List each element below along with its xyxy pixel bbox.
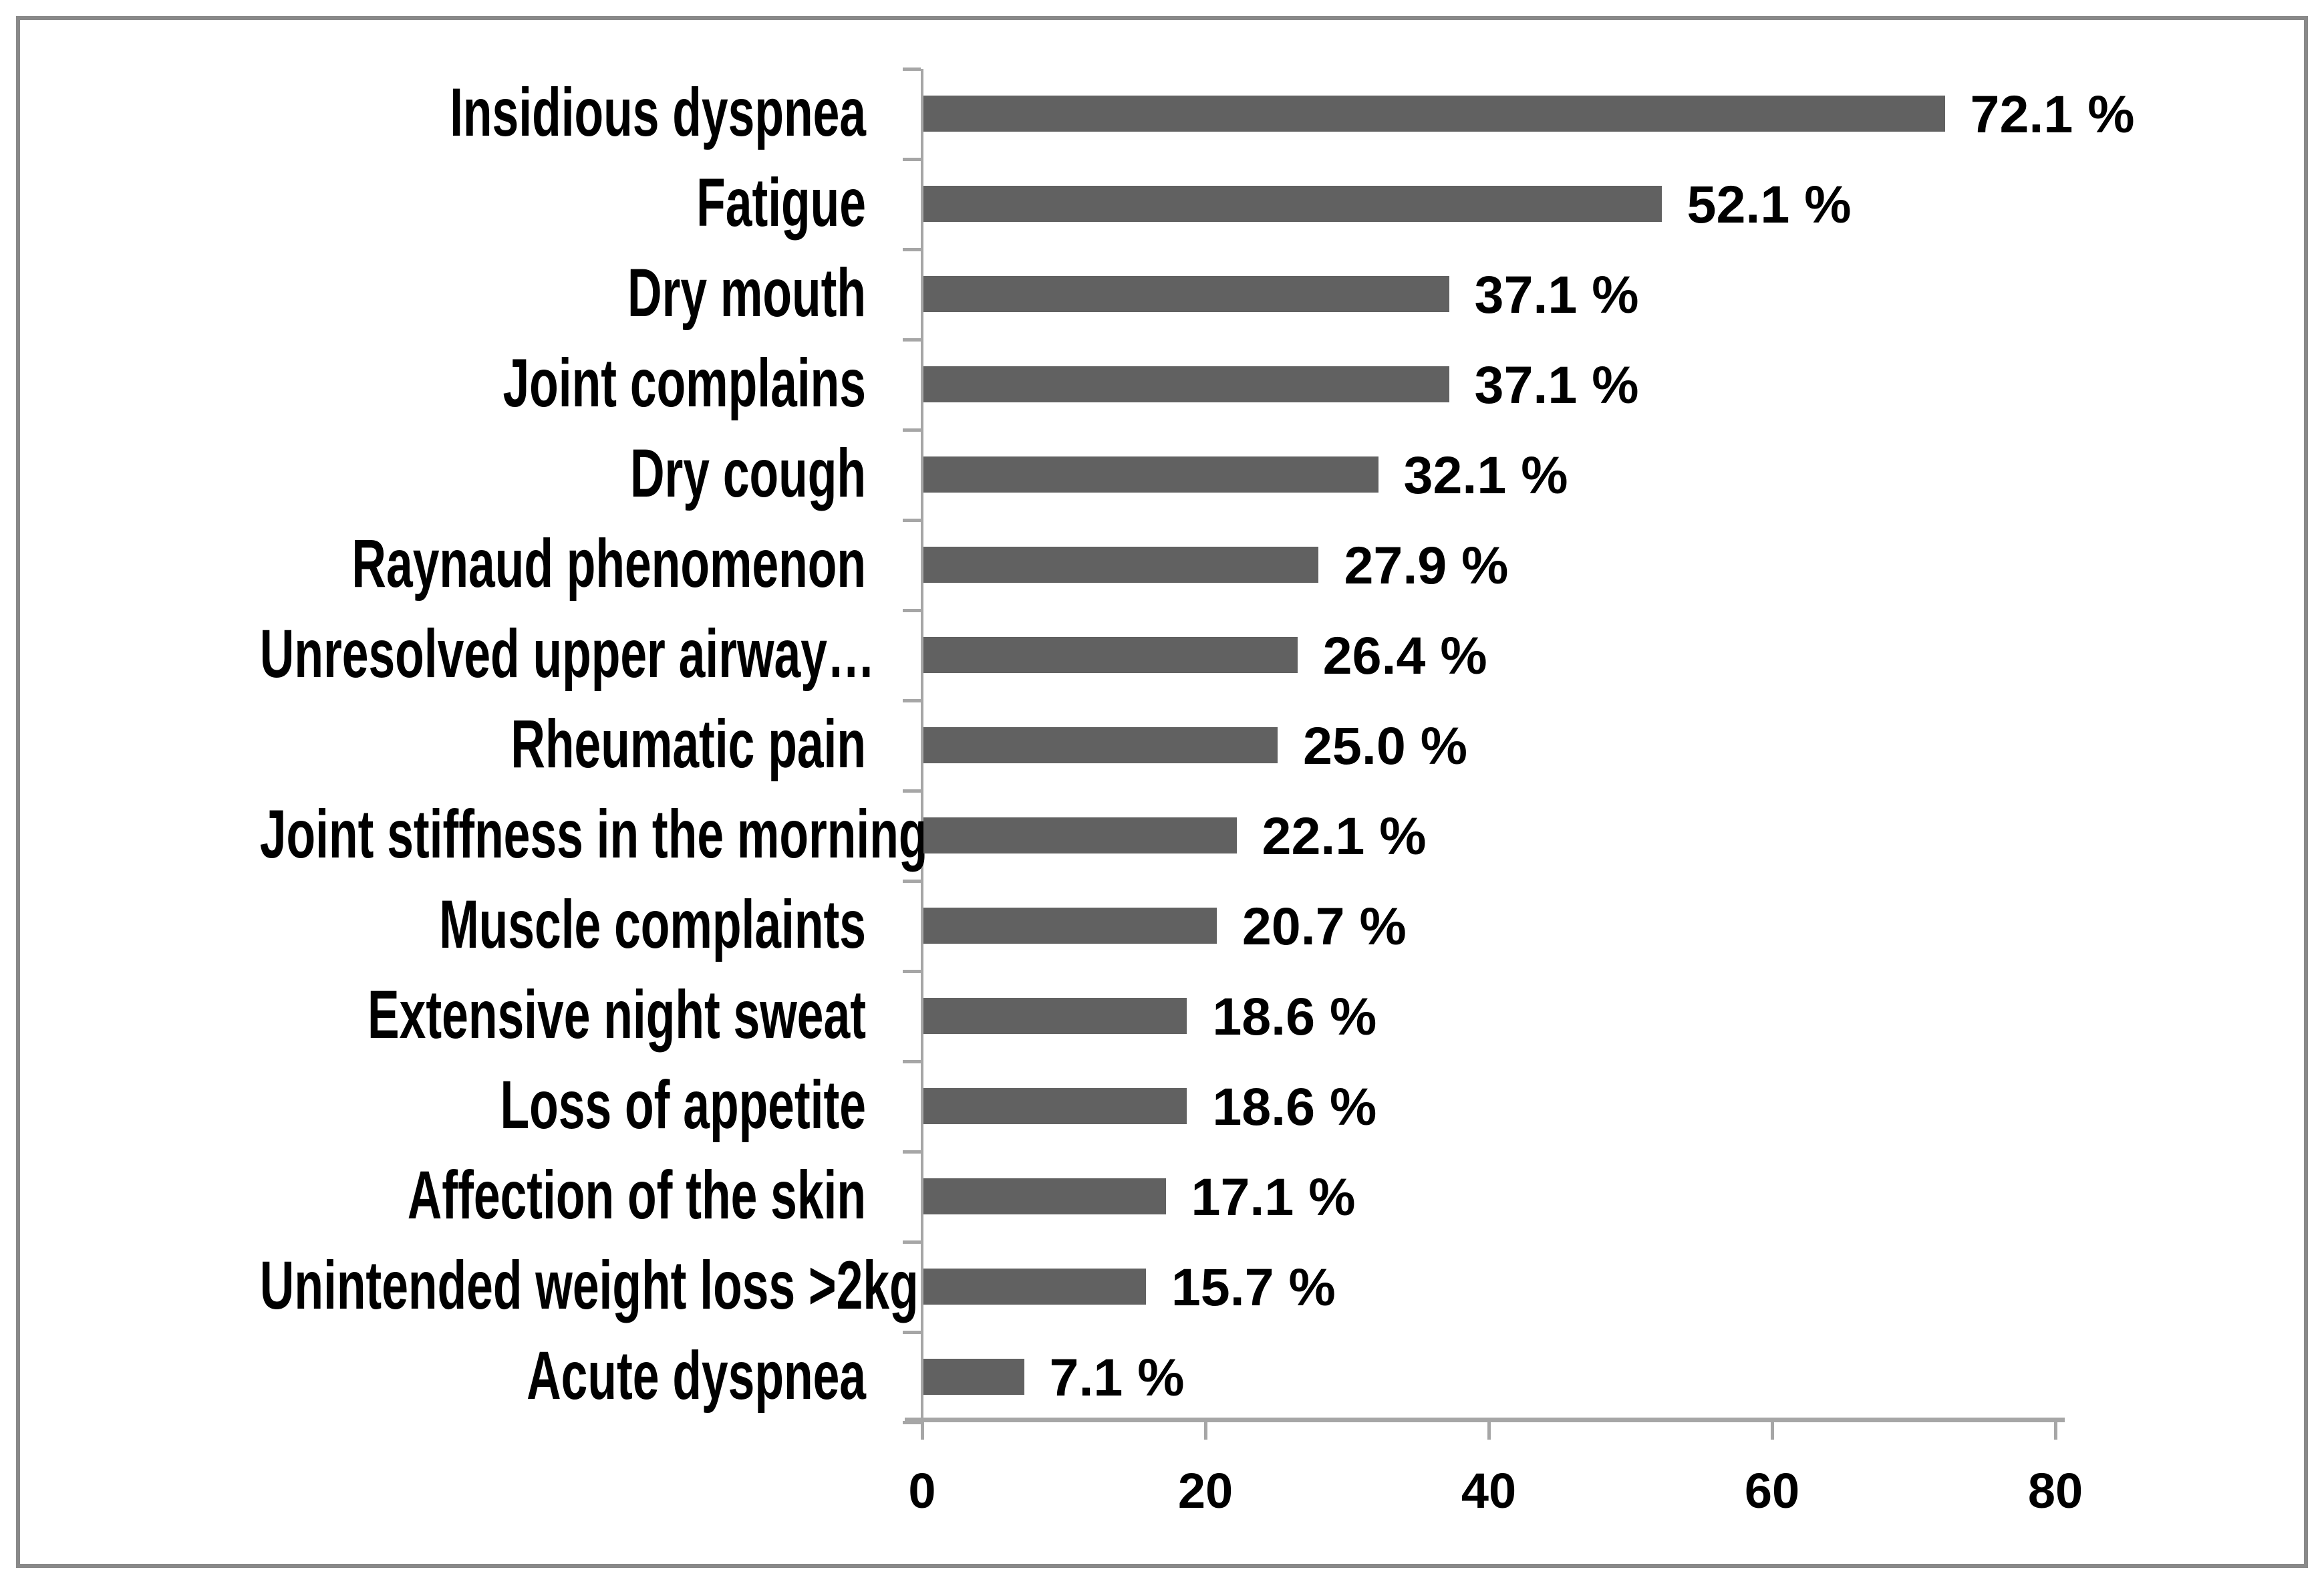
category-axis-line (921, 69, 923, 1422)
bar (923, 727, 1278, 763)
bar (923, 1359, 1024, 1395)
value-axis-tick-label: 80 (2027, 1463, 2083, 1519)
data-label: 17.1 % (1191, 1166, 1356, 1226)
category-label: Unintended weight loss >2kg (259, 1246, 919, 1323)
data-label: 27.9 % (1344, 535, 1509, 595)
category-label: Extensive night sweat (368, 976, 866, 1053)
data-label: 37.1 % (1474, 354, 1639, 414)
category-axis-tick (903, 68, 921, 71)
category-axis-tick (903, 519, 921, 522)
category-label: Dry mouth (627, 254, 866, 331)
value-axis-tick (1771, 1422, 1774, 1440)
bar (923, 276, 1449, 312)
category-axis-tick (903, 789, 921, 793)
data-label: 15.7 % (1171, 1257, 1336, 1317)
value-axis-tick (1487, 1422, 1491, 1440)
category-label: Raynaud phenomenon (351, 525, 866, 602)
bar (923, 186, 1662, 222)
bar (923, 817, 1237, 853)
bar (923, 547, 1319, 583)
category-axis-tick (903, 428, 921, 432)
data-label: 18.6 % (1212, 986, 1377, 1046)
bar-row: Affection of the skin 17.1 % (0, 1152, 2324, 1242)
data-label: 25.0 % (1303, 715, 1467, 775)
data-label: 32.1 % (1403, 444, 1568, 505)
data-label: 22.1 % (1262, 805, 1427, 866)
value-axis-line (905, 1418, 2065, 1422)
category-label: Acute dyspnea (527, 1337, 866, 1414)
bar-row: Unresolved upper airway… 26.4 % (0, 610, 2324, 700)
bar-row: Dry cough 32.1 % (0, 430, 2324, 520)
bar-row: Joint complains 37.1 % (0, 340, 2324, 430)
bar-row: Acute dyspnea 7.1 % (0, 1332, 2324, 1422)
category-axis-tick (903, 1150, 921, 1154)
value-axis-tick (1204, 1422, 1207, 1440)
bar (923, 456, 1378, 493)
bar-row: Insidious dyspnea 72.1 % (0, 69, 2324, 159)
value-axis-tick (2054, 1422, 2057, 1440)
category-label: Muscle complaints (439, 886, 866, 962)
bar (923, 1088, 1187, 1124)
category-label: Rheumatic pain (511, 705, 866, 782)
category-label: Joint complains (502, 344, 866, 421)
category-axis-tick (903, 338, 921, 342)
value-axis-tick-label: 20 (1177, 1463, 1233, 1519)
plot-area: Insidious dyspnea 72.1 % Fatigue 52.1 % Dry … (0, 68, 2324, 1424)
data-label: 18.6 % (1212, 1076, 1377, 1136)
bar-row: Extensive night sweat 18.6 % (0, 971, 2324, 1061)
category-axis-tick (903, 1421, 921, 1424)
category-axis-tick (903, 699, 921, 702)
category-label: Unresolved upper airway… (259, 615, 875, 692)
category-label: Fatigue (696, 164, 866, 241)
bar (923, 96, 1945, 132)
category-label: Insidious dyspnea (450, 74, 866, 150)
bar-row: Unintended weight loss >2kg 15.7 % (0, 1242, 2324, 1332)
data-label: 37.1 % (1474, 264, 1639, 324)
bar-row: Rheumatic pain 25.0 % (0, 700, 2324, 791)
bar (923, 998, 1187, 1034)
bar-row: Raynaud phenomenon 27.9 % (0, 520, 2324, 610)
category-axis-tick (903, 1331, 921, 1334)
data-label: 20.7 % (1242, 896, 1407, 956)
bar-row: Joint stiffness in the morning 22.1 % (0, 791, 2324, 881)
chart-border (16, 16, 2308, 1568)
category-axis-tick (903, 1060, 921, 1063)
bar-row: Loss of appetite 18.6 % (0, 1061, 2324, 1152)
category-axis-tick (903, 880, 921, 883)
value-axis-tick-label: 40 (1461, 1463, 1517, 1519)
bar-row: Fatigue 52.1 % (0, 159, 2324, 249)
data-label: 26.4 % (1322, 625, 1487, 685)
category-label: Dry cough (629, 434, 866, 511)
bar (923, 908, 1217, 944)
data-label: 52.1 % (1687, 174, 1852, 234)
bar-row: Muscle complaints 20.7 % (0, 881, 2324, 971)
value-axis-tick-label: 0 (908, 1463, 936, 1519)
bar (923, 1178, 1166, 1214)
category-axis-tick (903, 248, 921, 251)
bar (923, 366, 1449, 402)
category-axis-tick (903, 1240, 921, 1244)
category-label: Affection of the skin (407, 1156, 866, 1233)
category-axis-tick (903, 609, 921, 612)
category-label: Loss of appetite (500, 1066, 866, 1143)
bar (923, 1269, 1146, 1305)
data-label: 7.1 % (1049, 1347, 1185, 1407)
value-axis-tick-label: 60 (1744, 1463, 1800, 1519)
category-label: Joint stiffness in the morning (259, 795, 928, 872)
bar (923, 637, 1298, 673)
category-axis-tick (903, 158, 921, 161)
value-axis-tick (921, 1422, 924, 1440)
bar-row: Dry mouth 37.1 % (0, 249, 2324, 340)
data-label: 72.1 % (1970, 84, 2135, 144)
category-axis-tick (903, 970, 921, 973)
